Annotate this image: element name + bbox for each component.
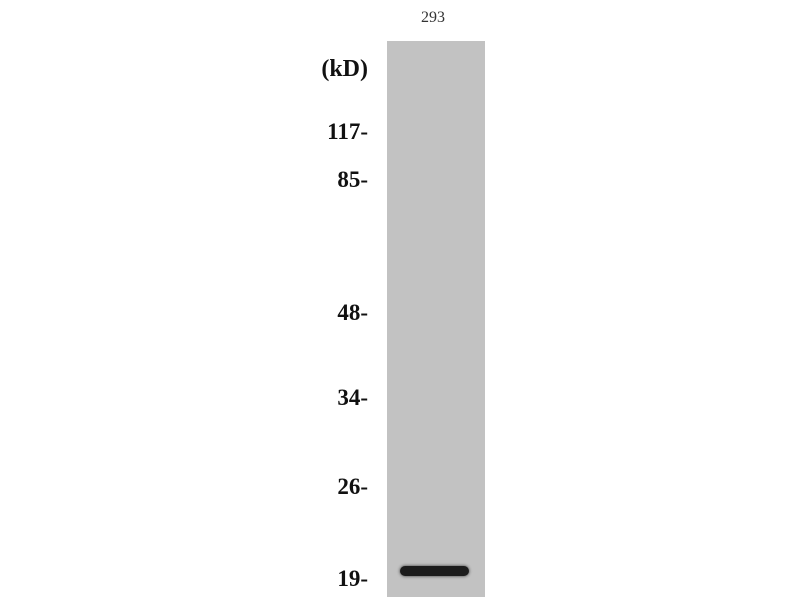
marker-48: 48-	[337, 300, 368, 325]
marker-26: 26-	[337, 474, 368, 499]
protein-band	[400, 566, 469, 576]
lane-label-293: 293	[421, 9, 445, 26]
marker-19: 19-	[337, 566, 368, 591]
marker-117: 117-	[327, 119, 368, 144]
marker-85: 85-	[337, 167, 368, 192]
marker-34: 34-	[337, 385, 368, 410]
blot-lane	[387, 41, 485, 597]
unit-label: (kD)	[321, 56, 368, 82]
